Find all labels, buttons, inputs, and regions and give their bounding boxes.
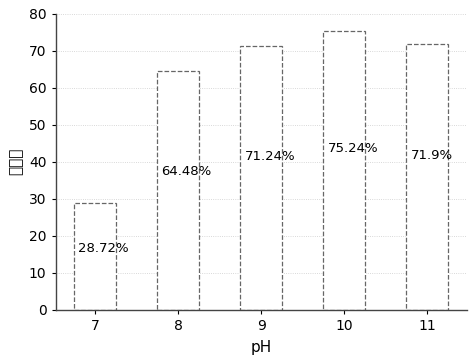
Bar <box>407 44 448 310</box>
Text: 64.48%: 64.48% <box>162 165 212 178</box>
Bar <box>323 32 365 310</box>
Text: 71.24%: 71.24% <box>245 150 295 163</box>
Text: 75.24%: 75.24% <box>328 142 378 155</box>
Bar <box>74 204 116 310</box>
Text: 71.9%: 71.9% <box>410 149 453 162</box>
Bar <box>240 46 282 310</box>
Y-axis label: 降解率: 降解率 <box>9 148 23 175</box>
Text: 28.72%: 28.72% <box>78 242 129 254</box>
Bar <box>157 71 199 310</box>
X-axis label: pH: pH <box>250 340 272 355</box>
